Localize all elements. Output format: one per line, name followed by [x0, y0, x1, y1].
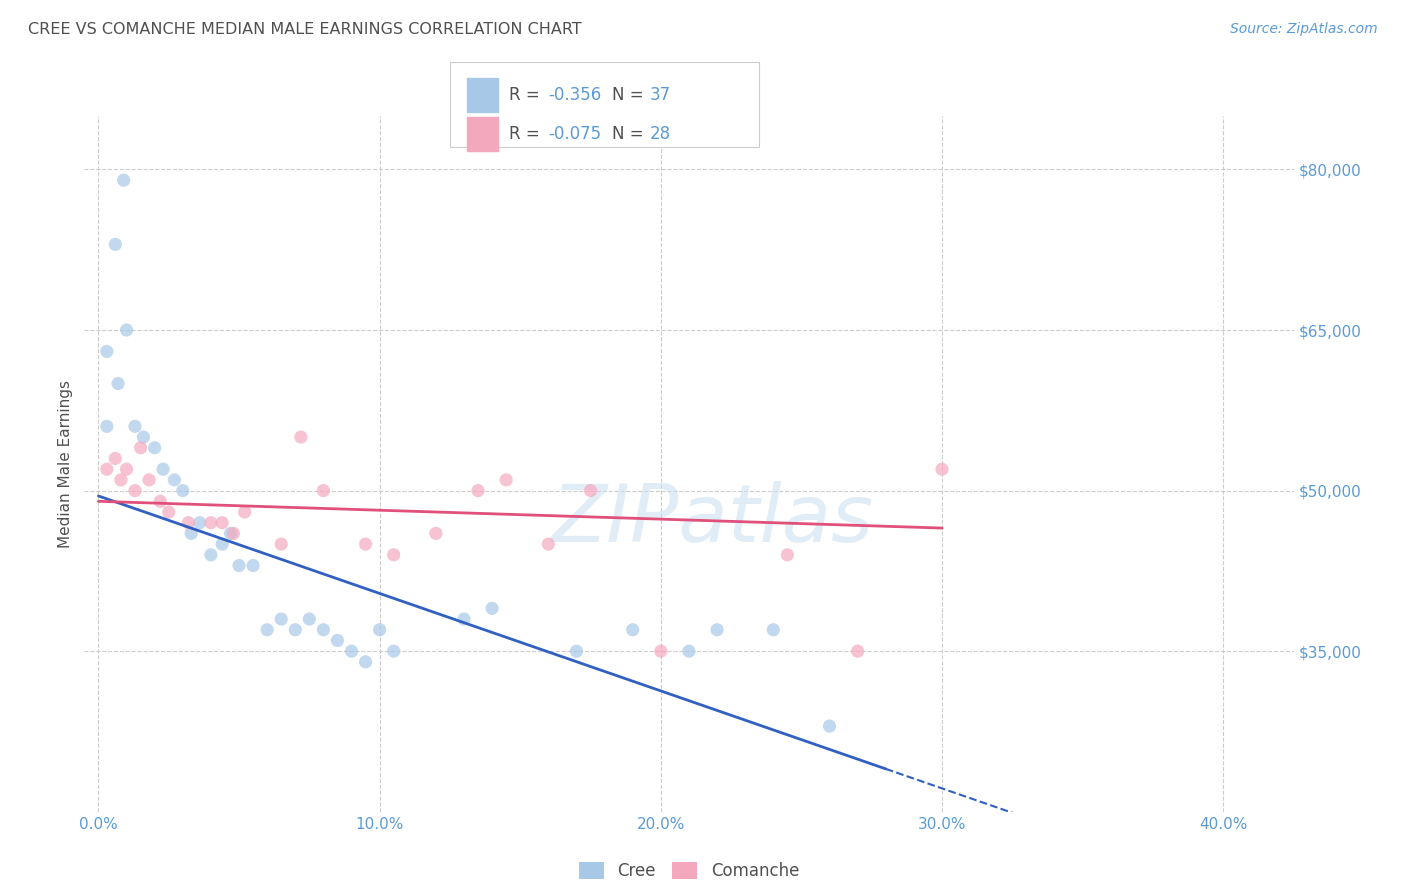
- Point: [495, 473, 517, 487]
- Text: CREE VS COMANCHE MEDIAN MALE EARNINGS CORRELATION CHART: CREE VS COMANCHE MEDIAN MALE EARNINGS CO…: [28, 22, 582, 37]
- Point: [453, 612, 475, 626]
- Point: [200, 516, 222, 530]
- Point: [129, 441, 152, 455]
- Point: [110, 473, 132, 487]
- Point: [115, 462, 138, 476]
- Text: ZIPatlas: ZIPatlas: [553, 481, 875, 558]
- Point: [96, 462, 118, 476]
- Y-axis label: Median Male Earnings: Median Male Earnings: [58, 380, 73, 548]
- Point: [152, 462, 174, 476]
- Point: [326, 633, 349, 648]
- Point: [163, 473, 186, 487]
- Text: 37: 37: [650, 87, 671, 104]
- Text: Source: ZipAtlas.com: Source: ZipAtlas.com: [1230, 22, 1378, 37]
- Point: [104, 237, 127, 252]
- Point: [149, 494, 172, 508]
- Text: -0.356: -0.356: [548, 87, 602, 104]
- Text: 28: 28: [650, 125, 671, 143]
- Text: N =: N =: [612, 87, 648, 104]
- Point: [188, 516, 211, 530]
- Text: R =: R =: [509, 125, 546, 143]
- Text: N =: N =: [612, 125, 648, 143]
- Point: [354, 537, 377, 551]
- Point: [222, 526, 245, 541]
- Point: [233, 505, 256, 519]
- Point: [132, 430, 155, 444]
- Point: [368, 623, 391, 637]
- Point: [846, 644, 869, 658]
- Point: [481, 601, 503, 615]
- Point: [177, 516, 200, 530]
- Point: [650, 644, 672, 658]
- Point: [270, 612, 292, 626]
- Point: [211, 516, 233, 530]
- Point: [621, 623, 644, 637]
- Point: [776, 548, 799, 562]
- Point: [537, 537, 560, 551]
- Point: [354, 655, 377, 669]
- Point: [228, 558, 250, 573]
- Point: [242, 558, 264, 573]
- Point: [219, 526, 242, 541]
- Point: [931, 462, 953, 476]
- Point: [115, 323, 138, 337]
- Point: [290, 430, 312, 444]
- Point: [425, 526, 447, 541]
- Point: [284, 623, 307, 637]
- Point: [143, 441, 166, 455]
- Point: [107, 376, 129, 391]
- Legend: Cree, Comanche: Cree, Comanche: [572, 855, 806, 887]
- Point: [382, 644, 405, 658]
- Point: [96, 344, 118, 359]
- Point: [762, 623, 785, 637]
- Point: [818, 719, 841, 733]
- Point: [467, 483, 489, 498]
- Point: [340, 644, 363, 658]
- Point: [565, 644, 588, 658]
- Point: [138, 473, 160, 487]
- Point: [124, 483, 146, 498]
- Point: [211, 537, 233, 551]
- Point: [256, 623, 278, 637]
- Point: [157, 505, 180, 519]
- Point: [298, 612, 321, 626]
- Point: [678, 644, 700, 658]
- Point: [312, 623, 335, 637]
- Point: [124, 419, 146, 434]
- Text: -0.075: -0.075: [548, 125, 602, 143]
- Point: [312, 483, 335, 498]
- Point: [180, 526, 202, 541]
- Point: [104, 451, 127, 466]
- Text: R =: R =: [509, 87, 546, 104]
- Point: [706, 623, 728, 637]
- Point: [382, 548, 405, 562]
- Point: [172, 483, 194, 498]
- Point: [579, 483, 602, 498]
- Point: [96, 419, 118, 434]
- Point: [270, 537, 292, 551]
- Point: [200, 548, 222, 562]
- Point: [112, 173, 135, 187]
